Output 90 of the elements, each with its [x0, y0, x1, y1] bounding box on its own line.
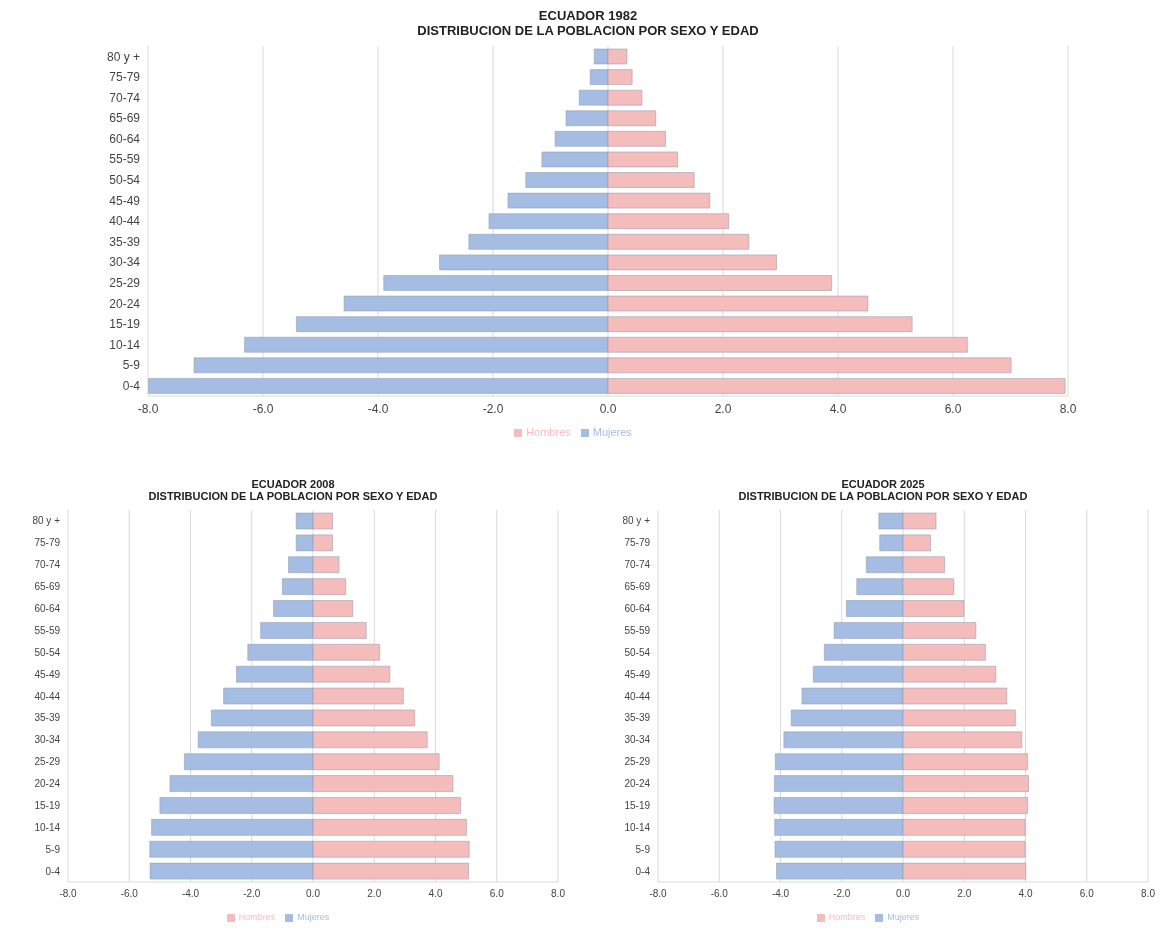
y-tick-label: 30-34 — [624, 734, 651, 746]
y-tick-label: 70-74 — [109, 90, 141, 105]
y-tick-label: 45-49 — [624, 668, 651, 680]
x-tick-label: -8.0 — [137, 401, 159, 416]
x-tick-label: -4.0 — [771, 888, 790, 900]
y-tick-label: 15-19 — [624, 799, 651, 811]
y-tick-label: 45-49 — [34, 668, 61, 680]
x-tick-label: -2.0 — [833, 888, 851, 900]
x-tick-label: 6.0 — [944, 401, 962, 416]
y-tick-label: 75-79 — [109, 70, 141, 85]
x-tick-label: -4.0 — [181, 888, 200, 900]
x-tick-label: -4.0 — [367, 401, 389, 416]
chart-subtitle: DISTRIBUCION DE LA POBLACION POR SEXO Y EDAD — [416, 23, 760, 38]
y-tick-label: 20-24 — [109, 296, 141, 311]
y-tick-label: 50-54 — [109, 173, 141, 188]
y-tick-label: 40-44 — [34, 690, 61, 702]
y-tick-label: 65-69 — [34, 581, 61, 593]
x-tick-label: 0.0 — [599, 401, 617, 416]
legend-label: Hombres — [238, 912, 276, 922]
y-tick-label: 25-29 — [109, 276, 141, 291]
y-tick-label: 0-4 — [45, 865, 61, 877]
y-tick-label: 10-14 — [34, 821, 61, 833]
y-tick-label: 30-34 — [109, 255, 141, 270]
x-tick-label: -8.0 — [649, 888, 668, 900]
x-tick-label: 2.0 — [714, 401, 732, 416]
x-tick-label: 8.0 — [1141, 888, 1156, 900]
x-tick-label: 6.0 — [1079, 888, 1095, 900]
legend-label: Mujeres — [887, 912, 920, 922]
y-tick-label: 25-29 — [34, 756, 61, 768]
x-tick-label: -6.0 — [120, 888, 139, 900]
x-tick-label: 4.0 — [1018, 888, 1033, 900]
y-tick-label: 35-39 — [624, 712, 651, 724]
y-tick-label: 25-29 — [624, 756, 651, 768]
y-tick-label: 70-74 — [624, 559, 651, 571]
x-tick-label: -6.0 — [710, 888, 729, 900]
y-tick-label: 65-69 — [109, 111, 141, 126]
y-tick-label: 65-69 — [624, 581, 651, 593]
legend-label: Mujeres — [297, 912, 330, 922]
y-tick-label: 10-14 — [109, 337, 141, 352]
x-tick-label: -6.0 — [252, 401, 274, 416]
y-tick-label: 60-64 — [34, 603, 61, 615]
x-tick-label: 4.0 — [829, 401, 847, 416]
y-tick-label: 75-79 — [34, 537, 61, 549]
y-tick-label: 45-49 — [109, 193, 141, 208]
x-tick-label: 0.0 — [306, 888, 321, 900]
legend-label: Hombres — [526, 426, 571, 438]
x-tick-label: 2.0 — [957, 888, 972, 900]
y-tick-label: 40-44 — [624, 690, 651, 702]
y-tick-label: 35-39 — [34, 712, 61, 724]
y-tick-label: 55-59 — [109, 152, 141, 167]
y-tick-label: 15-19 — [34, 799, 61, 811]
x-tick-label: 8.0 — [1059, 401, 1077, 416]
y-tick-label: 60-64 — [624, 603, 651, 615]
y-tick-label: 5-9 — [122, 358, 141, 373]
chart-title: ECUADOR 2008 — [250, 478, 336, 490]
y-tick-label: 40-44 — [109, 214, 141, 229]
y-tick-label: 5-9 — [635, 843, 651, 855]
chart-subtitle: DISTRIBUCION DE LA POBLACION POR SEXO Y EDAD — [147, 490, 439, 502]
y-tick-label: 55-59 — [624, 624, 651, 636]
y-tick-label: 80 y + — [106, 49, 140, 64]
y-tick-label: 10-14 — [624, 821, 651, 833]
y-tick-label: 20-24 — [34, 778, 61, 790]
x-tick-label: 4.0 — [428, 888, 443, 900]
y-tick-label: 70-74 — [34, 559, 61, 571]
y-tick-label: 50-54 — [624, 646, 651, 658]
y-tick-label: 80 y + — [32, 515, 61, 527]
x-tick-label: 6.0 — [489, 888, 505, 900]
y-tick-label: 30-34 — [34, 734, 61, 746]
x-tick-label: -2.0 — [482, 401, 504, 416]
y-tick-label: 0-4 — [122, 378, 141, 393]
y-tick-label: 35-39 — [109, 234, 141, 249]
x-tick-label: 8.0 — [551, 888, 566, 900]
legend-label: Hombres — [828, 912, 866, 922]
y-tick-label: 15-19 — [109, 317, 141, 332]
y-tick-label: 75-79 — [624, 537, 651, 549]
y-tick-label: 5-9 — [45, 843, 61, 855]
legend-label: Mujeres — [592, 426, 632, 438]
y-tick-label: 20-24 — [624, 778, 651, 790]
y-tick-label: 80 y + — [622, 515, 651, 527]
x-tick-label: -2.0 — [243, 888, 261, 900]
chart-subtitle: DISTRIBUCION DE LA POBLACION POR SEXO Y EDAD — [737, 490, 1029, 502]
chart-title: ECUADOR 2025 — [840, 478, 926, 490]
x-tick-label: 2.0 — [367, 888, 382, 900]
x-tick-label: -8.0 — [59, 888, 78, 900]
x-tick-label: 0.0 — [896, 888, 911, 900]
chart-title: ECUADOR 1982 — [537, 8, 639, 23]
y-tick-label: 50-54 — [34, 646, 61, 658]
y-tick-label: 55-59 — [34, 624, 61, 636]
y-tick-label: 0-4 — [635, 865, 651, 877]
y-tick-label: 60-64 — [109, 131, 141, 146]
